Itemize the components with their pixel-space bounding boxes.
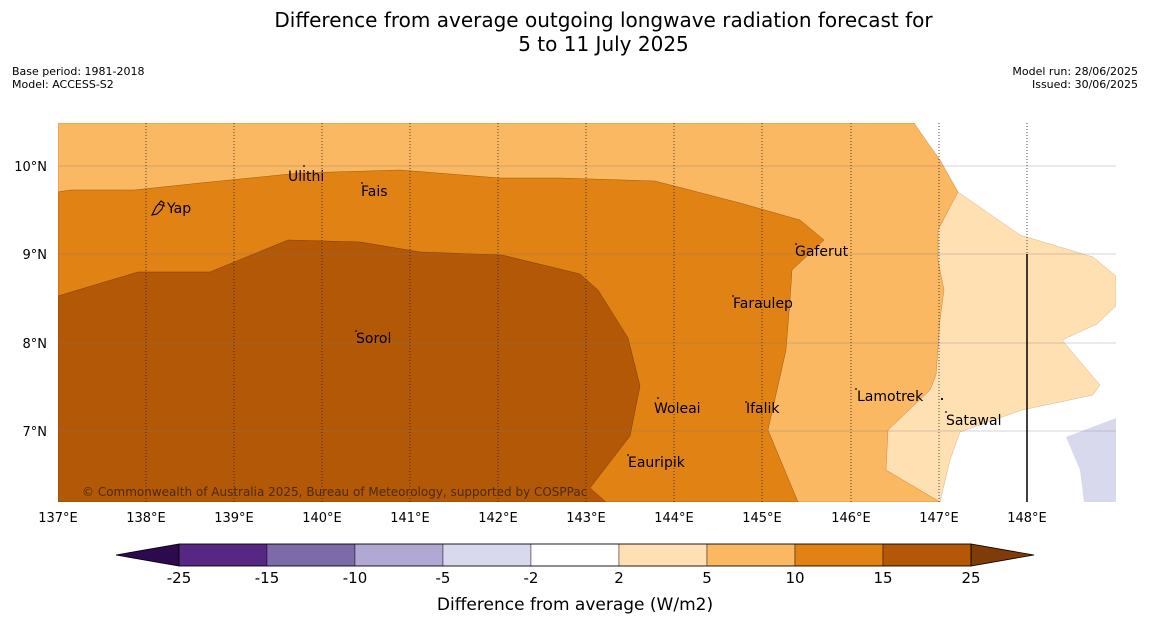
colorbar-segment [530,543,620,567]
base-period: Base period: 1981-2018 [12,65,145,78]
longitude-gridlines [145,123,1028,502]
place-woleai: Woleai [654,401,701,417]
lon-label-138e: 138°E [126,511,166,526]
colorbar-tick-label: 5 [702,569,712,587]
lon-label-146e: 146°E [831,511,871,526]
colorbar-segment [882,543,972,567]
lon-label-140e: 140°E [302,511,342,526]
lon-label-147e: 147°E [919,511,959,526]
colorbar-segment [266,543,356,567]
lat-label-10n: 10°N [14,160,47,175]
place-eauripik: Eauripik [628,455,686,471]
base-info: Base period: 1981-2018 Model: ACCESS-S2 [12,65,144,91]
colorbar-tick-label: 15 [873,569,892,587]
model-run: Model run: 28/06/2025 [1012,65,1138,78]
map-title: Difference from average outgoing longwav… [0,8,1150,56]
lon-label-145e: 145°E [742,511,782,526]
latitude-labels: 10°N 9°N 8°N 7°N [14,160,47,440]
colorbar: -25 -15 -10 -5 -2 2 5 10 15 25 Difference from av… [115,543,1035,615]
colorbar-tick-label: -10 [343,569,368,587]
issued-date: Issued: 30/06/2025 [1031,78,1138,91]
place-ulithi: Ulithi [288,169,324,185]
lon-label-143e: 143°E [566,511,606,526]
title-line-1: Difference from average outgoing longwav… [274,8,933,32]
lat-label-9n: 9°N [23,248,48,263]
place-sorol: Sorol [356,331,391,347]
colorbar-segment [354,543,444,567]
colorbar-title: Difference from average (W/m2) [437,595,713,615]
colorbar-segment [706,543,796,567]
colorbar-tick-label: -15 [255,569,280,587]
colorbar-segment [178,543,268,567]
island-markers [303,165,947,456]
run-info: Model run: 28/06/2025 Issued: 30/06/2025 [1012,65,1138,91]
place-fais: Fais [361,184,388,200]
colorbar-segment [442,543,532,567]
lat-label-7n: 7°N [23,425,48,440]
colorbar-tick-label: -5 [436,569,451,587]
lon-label-144e: 144°E [654,511,694,526]
place-lamotrek: Lamotrek [857,389,924,405]
place-yap: Yap [166,201,191,217]
map-plot-area: Yap Ulithi Fais Gaferut Faraulep Sorol W… [58,123,1116,502]
contour-neg-2-5-patch [1066,418,1116,502]
colorbar-frame [178,543,972,567]
contour-15-25 [58,239,641,502]
copyright-credit: © Commonwealth of Australia 2025, Bureau… [82,485,587,499]
lon-label-148e: 148°E [1007,511,1047,526]
lat-label-8n: 8°N [23,337,48,352]
colorbar-tick-label: 25 [961,569,980,587]
colorbar-segment [794,543,884,567]
place-gaferut: Gaferut [795,244,849,260]
colorbar-tick-label: -2 [524,569,539,587]
colorbar-tick-label: 2 [614,569,624,587]
yap-island-icon [151,200,166,216]
lon-label-139e: 139°E [214,511,254,526]
colorbar-over-arrow [970,543,1035,567]
colorbar-tick-label: 10 [785,569,804,587]
lon-label-142e: 142°E [478,511,518,526]
lon-label-141e: 141°E [390,511,430,526]
lon-label-137e: 137°E [38,511,78,526]
place-satawal: Satawal [946,413,1001,429]
title-line-2: 5 to 11 July 2025 [518,32,689,56]
longitude-labels: 137°E 138°E 139°E 140°E 141°E 142°E 143°… [38,511,1047,526]
colorbar-under-arrow [115,543,180,567]
place-ifalik: Ifalik [746,401,780,417]
colorbar-tick-label: -25 [167,569,192,587]
model-name: Model: ACCESS-S2 [12,78,114,91]
place-faraulep: Faraulep [733,296,793,312]
colorbar-segment [618,543,708,567]
